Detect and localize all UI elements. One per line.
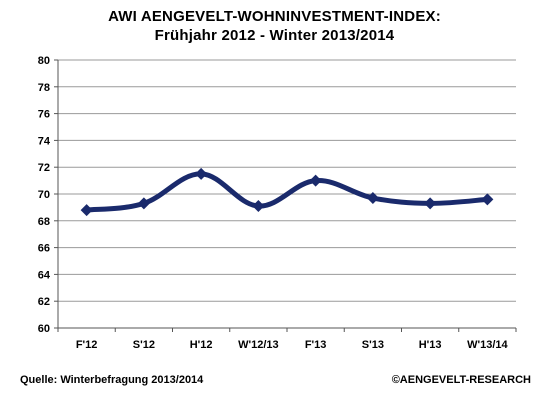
data-point <box>309 174 322 187</box>
y-tick-label: 80 <box>38 55 50 67</box>
y-tick-label: 76 <box>38 109 50 121</box>
source-note: Quelle: Winterbefragung 2013/2014 <box>20 374 204 386</box>
x-tick-label: F'12 <box>76 339 98 351</box>
data-point <box>481 193 494 206</box>
x-tick-label: H'13 <box>419 339 442 351</box>
y-tick-label: 72 <box>38 162 50 174</box>
y-tick-label: 66 <box>38 243 50 255</box>
x-tick-label: F'13 <box>305 339 327 351</box>
y-tick-label: 64 <box>38 269 51 281</box>
series-line <box>84 171 490 213</box>
data-point <box>366 192 379 205</box>
data-point <box>80 204 93 217</box>
data-point <box>137 197 150 210</box>
y-tick-label: 74 <box>38 135 51 147</box>
x-tick-label: W'13/14 <box>467 339 508 351</box>
y-tick-label: 60 <box>38 323 50 335</box>
copyright-note: ©AENGEVELT-RESEARCH <box>391 374 531 386</box>
y-tick-label: 78 <box>38 82 50 94</box>
x-tick-label: S'13 <box>362 339 384 351</box>
data-point <box>195 167 208 180</box>
chart-title: AWI AENGEVELT-WOHNINVESTMENT-INDEX: <box>108 8 441 25</box>
x-tick-label: H'12 <box>190 339 213 351</box>
x-tick-label: S'12 <box>133 339 155 351</box>
data-point <box>252 200 265 213</box>
y-tick-label: 68 <box>38 216 50 228</box>
chart-subtitle: Frühjahr 2012 - Winter 2013/2014 <box>154 27 395 44</box>
data-point <box>424 197 437 210</box>
y-tick-label: 62 <box>38 296 50 308</box>
x-tick-label: W'12/13 <box>238 339 279 351</box>
y-tick-label: 70 <box>38 189 50 201</box>
